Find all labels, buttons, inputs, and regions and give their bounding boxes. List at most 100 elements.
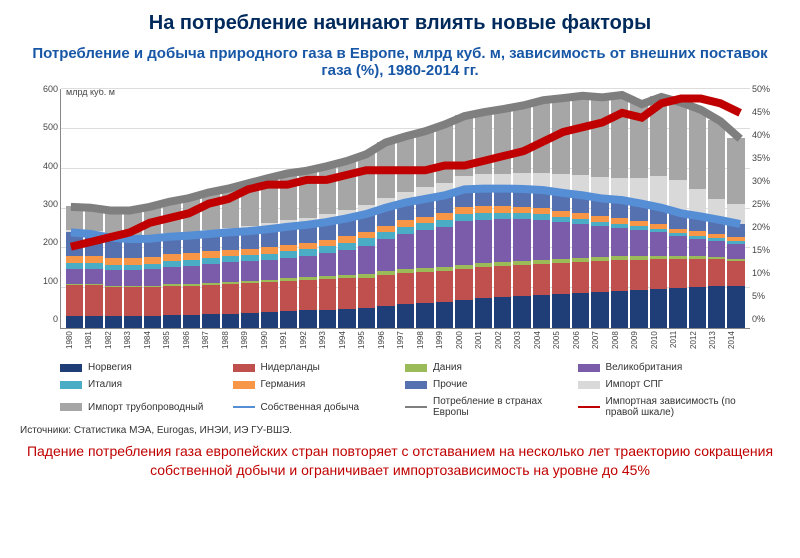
seg-other: [338, 218, 355, 236]
seg-lng: [319, 214, 336, 221]
bar-2001: [475, 111, 492, 328]
seg-italy: [338, 243, 355, 250]
seg-netherlands: [455, 269, 472, 300]
seg-other: [85, 234, 102, 256]
bar-2000: [455, 115, 472, 328]
seg-other: [105, 237, 122, 258]
seg-uk: [727, 244, 744, 259]
seg-other: [475, 188, 492, 206]
bar-1996: [377, 142, 394, 328]
seg-norway: [630, 290, 647, 328]
seg-norway: [513, 296, 530, 328]
seg-norway: [455, 300, 472, 328]
seg-lng: [689, 189, 706, 216]
seg-norway: [436, 302, 453, 328]
bar-1988: [222, 188, 239, 328]
seg-netherlands: [85, 285, 102, 316]
seg-norway: [66, 316, 83, 328]
bar-2014: [727, 138, 744, 328]
plot-area: [60, 89, 750, 329]
seg-other: [611, 200, 628, 218]
seg-pipe: [669, 102, 686, 180]
seg-other: [727, 224, 744, 238]
seg-norway: [358, 308, 375, 328]
seg-lng: [338, 210, 355, 218]
legend-item: Потребление в странах Европы: [405, 395, 578, 419]
seg-germany: [202, 251, 219, 258]
seg-pipe: [377, 142, 394, 198]
seg-lng: [572, 175, 589, 195]
seg-norway: [105, 316, 122, 328]
seg-netherlands: [358, 278, 375, 308]
seg-italy: [358, 238, 375, 245]
seg-netherlands: [611, 260, 628, 291]
bar-1997: [397, 136, 414, 328]
legend-label: Норвегия: [88, 362, 132, 373]
seg-norway: [319, 310, 336, 328]
bar-1991: [280, 173, 297, 328]
seg-pipe: [338, 160, 355, 210]
seg-lng: [552, 174, 569, 192]
seg-norway: [591, 292, 608, 328]
seg-uk: [552, 222, 569, 259]
bar-2013: [708, 120, 725, 328]
legend-item: Дания: [405, 361, 578, 374]
seg-pipe: [708, 120, 725, 198]
seg-other: [397, 202, 414, 220]
seg-uk: [280, 258, 297, 279]
seg-uk: [513, 219, 530, 261]
bar-1981: [85, 207, 102, 328]
seg-uk: [416, 230, 433, 268]
seg-other: [572, 195, 589, 213]
seg-lng: [591, 177, 608, 198]
seg-norway: [669, 288, 686, 328]
seg-pipe: [66, 206, 83, 229]
seg-pipe: [241, 183, 258, 226]
seg-lng: [727, 204, 744, 223]
seg-pipe: [650, 96, 667, 176]
legend-swatch: [578, 381, 600, 389]
legend-swatch: [60, 364, 82, 372]
seg-lng: [611, 178, 628, 200]
seg-pipe: [436, 124, 453, 183]
seg-pipe: [552, 97, 569, 174]
seg-lng: [377, 198, 394, 208]
bar-2006: [572, 95, 589, 328]
legend-swatch: [233, 381, 255, 389]
seg-italy: [436, 220, 453, 227]
legend-label: Италия: [88, 379, 122, 390]
y-axis-right: 50%45%40%35%30%25%20%15%10%5%0%: [752, 89, 786, 329]
seg-uk: [650, 232, 667, 256]
seg-netherlands: [650, 259, 667, 289]
bar-2011: [669, 102, 686, 328]
bar-1985: [163, 201, 180, 328]
seg-uk: [494, 219, 511, 261]
seg-norway: [222, 314, 239, 328]
seg-germany: [85, 256, 102, 263]
seg-pipe: [319, 166, 336, 215]
seg-other: [416, 198, 433, 216]
seg-other: [144, 238, 161, 256]
seg-other: [591, 198, 608, 216]
seg-uk: [436, 227, 453, 267]
legend-swatch: [405, 381, 427, 389]
seg-netherlands: [397, 273, 414, 304]
seg-pipe: [358, 154, 375, 205]
legend: НорвегияНидерландыДанияВеликобританияИта…: [60, 361, 750, 419]
bar-2012: [689, 109, 706, 328]
conclusion-text: Падение потребления газа европейских стр…: [20, 442, 780, 480]
seg-uk: [144, 269, 161, 286]
legend-label: Собственная добыча: [261, 402, 360, 413]
seg-other: [689, 216, 706, 231]
legend-item: Нидерланды: [233, 361, 406, 374]
seg-other: [630, 203, 647, 221]
bar-2005: [552, 97, 569, 328]
seg-uk: [611, 228, 628, 257]
legend-swatch: [233, 406, 255, 408]
bar-1995: [358, 154, 375, 328]
chart-subtitle: Потребление и добыча природного газа в Е…: [20, 45, 780, 79]
bar-2003: [513, 104, 530, 328]
legend-label: Дания: [433, 362, 462, 373]
legend-swatch: [60, 403, 82, 411]
seg-lng: [358, 205, 375, 214]
